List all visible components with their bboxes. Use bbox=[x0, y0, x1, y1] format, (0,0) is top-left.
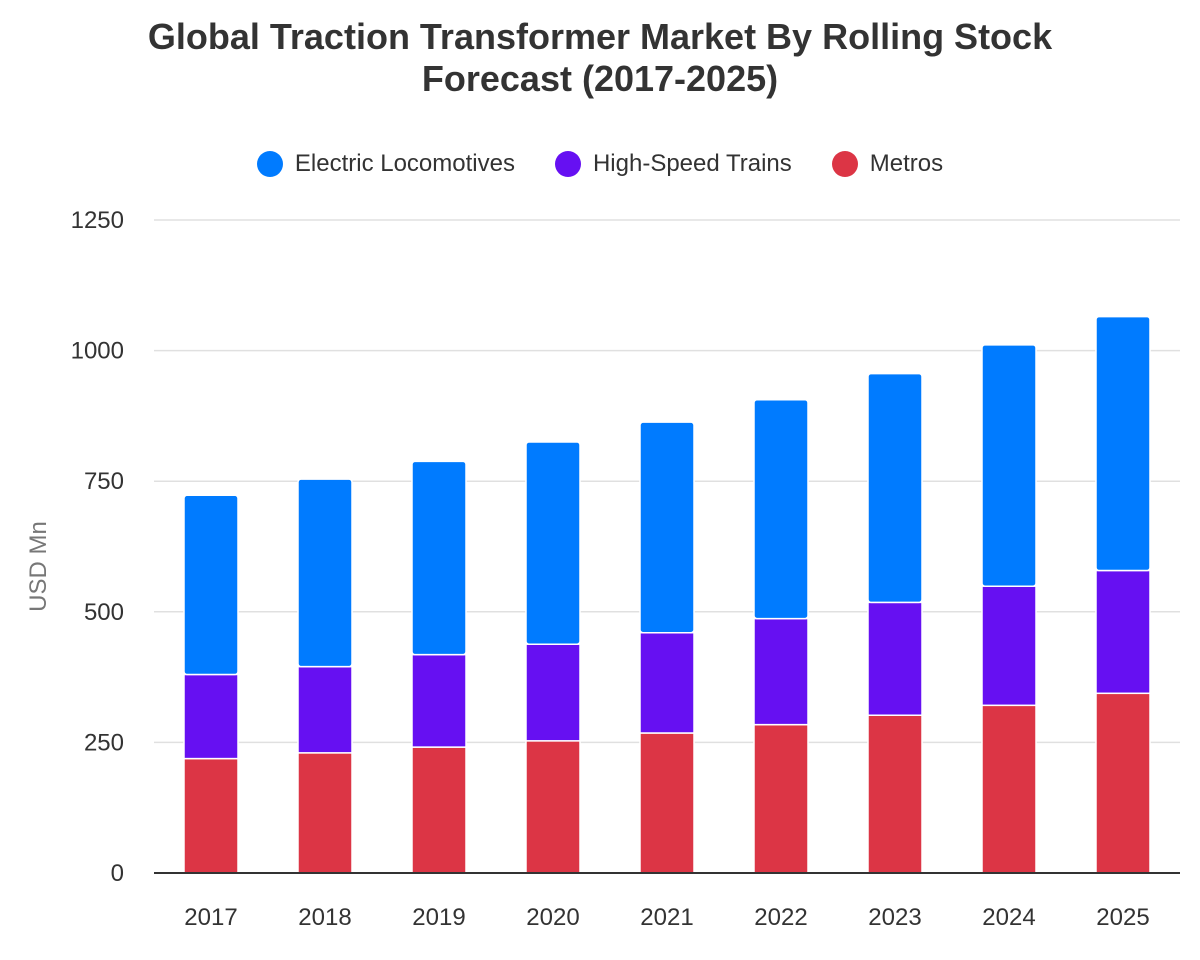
bar-electric-locomotives-2024 bbox=[981, 344, 1037, 587]
legend-swatch-high-speed-trains bbox=[554, 151, 581, 177]
bar-electric-locomotives-2018 bbox=[297, 478, 353, 668]
bar-metros-2023 bbox=[867, 714, 923, 874]
x-tick-label-2020: 2020 bbox=[526, 904, 579, 931]
x-tick-label-2018: 2018 bbox=[298, 904, 351, 931]
bar-electric-locomotives-2021 bbox=[639, 421, 695, 634]
legend-label-electric-locomotives: Electric Locomotives bbox=[294, 150, 515, 177]
chart-title-line-1: Global Traction Transformer Market By Ro… bbox=[147, 16, 1053, 57]
bar-metros-2017 bbox=[183, 757, 239, 874]
bar-high-speed-trains-2022 bbox=[753, 617, 809, 726]
bar-electric-locomotives-2023 bbox=[867, 372, 923, 604]
bar-electric-locomotives-2025 bbox=[1095, 315, 1151, 572]
legend-swatch-electric-locomotives bbox=[256, 151, 283, 177]
bar-metros-2020 bbox=[525, 740, 581, 874]
x-tick-label-2021: 2021 bbox=[640, 904, 693, 931]
x-tick-label-2017: 2017 bbox=[184, 904, 237, 931]
x-tick-label-2024: 2024 bbox=[982, 904, 1035, 931]
x-tick-label-2019: 2019 bbox=[412, 904, 465, 931]
bar-electric-locomotives-2022 bbox=[753, 398, 809, 620]
x-tick-label-2023: 2023 bbox=[868, 904, 921, 931]
legend-swatch-metros bbox=[831, 151, 858, 177]
bar-high-speed-trains-2017 bbox=[183, 673, 239, 760]
y-tick-label-0: 0 bbox=[111, 860, 124, 887]
chart-legend: Electric Locomotives High-Speed Trains M… bbox=[0, 150, 1200, 178]
y-tick-label-250: 250 bbox=[84, 729, 124, 756]
y-tick-label-1000: 1000 bbox=[71, 338, 124, 365]
bar-metros-2019 bbox=[411, 746, 467, 874]
legend-label-high-speed-trains: High-Speed Trains bbox=[592, 150, 792, 177]
x-tick-label-2022: 2022 bbox=[754, 904, 807, 931]
bar-electric-locomotives-2020 bbox=[525, 441, 581, 645]
legend-item-metros[interactable]: Metros bbox=[831, 150, 944, 178]
chart-title-line-2: Forecast (2017-2025) bbox=[421, 58, 779, 99]
y-tick-label-500: 500 bbox=[84, 599, 124, 626]
legend-item-electric-locomotives[interactable]: Electric Locomotives bbox=[256, 150, 515, 178]
chart-title: Global Traction Transformer Market By Ro… bbox=[0, 16, 1200, 100]
bar-metros-2018 bbox=[297, 752, 353, 874]
bar-high-speed-trains-2025 bbox=[1095, 569, 1151, 695]
x-tick-label-2025: 2025 bbox=[1096, 904, 1149, 931]
y-tick-label-750: 750 bbox=[84, 468, 124, 495]
y-axis-title: USD Mn bbox=[25, 521, 52, 612]
bar-high-speed-trains-2019 bbox=[411, 653, 467, 748]
bar-metros-2025 bbox=[1095, 692, 1151, 874]
bar-electric-locomotives-2019 bbox=[411, 460, 467, 656]
legend-label-metros: Metros bbox=[869, 150, 944, 177]
y-tick-label-1250: 1250 bbox=[71, 207, 124, 234]
bar-high-speed-trains-2020 bbox=[525, 643, 581, 742]
bar-electric-locomotives-2017 bbox=[183, 494, 239, 676]
bar-metros-2022 bbox=[753, 723, 809, 874]
bar-high-speed-trains-2023 bbox=[867, 601, 923, 716]
bar-high-speed-trains-2024 bbox=[981, 585, 1037, 707]
bar-high-speed-trains-2021 bbox=[639, 631, 695, 734]
bar-metros-2024 bbox=[981, 704, 1037, 874]
bar-high-speed-trains-2018 bbox=[297, 665, 353, 754]
legend-item-high-speed-trains[interactable]: High-Speed Trains bbox=[554, 150, 792, 178]
bar-metros-2021 bbox=[639, 732, 695, 874]
